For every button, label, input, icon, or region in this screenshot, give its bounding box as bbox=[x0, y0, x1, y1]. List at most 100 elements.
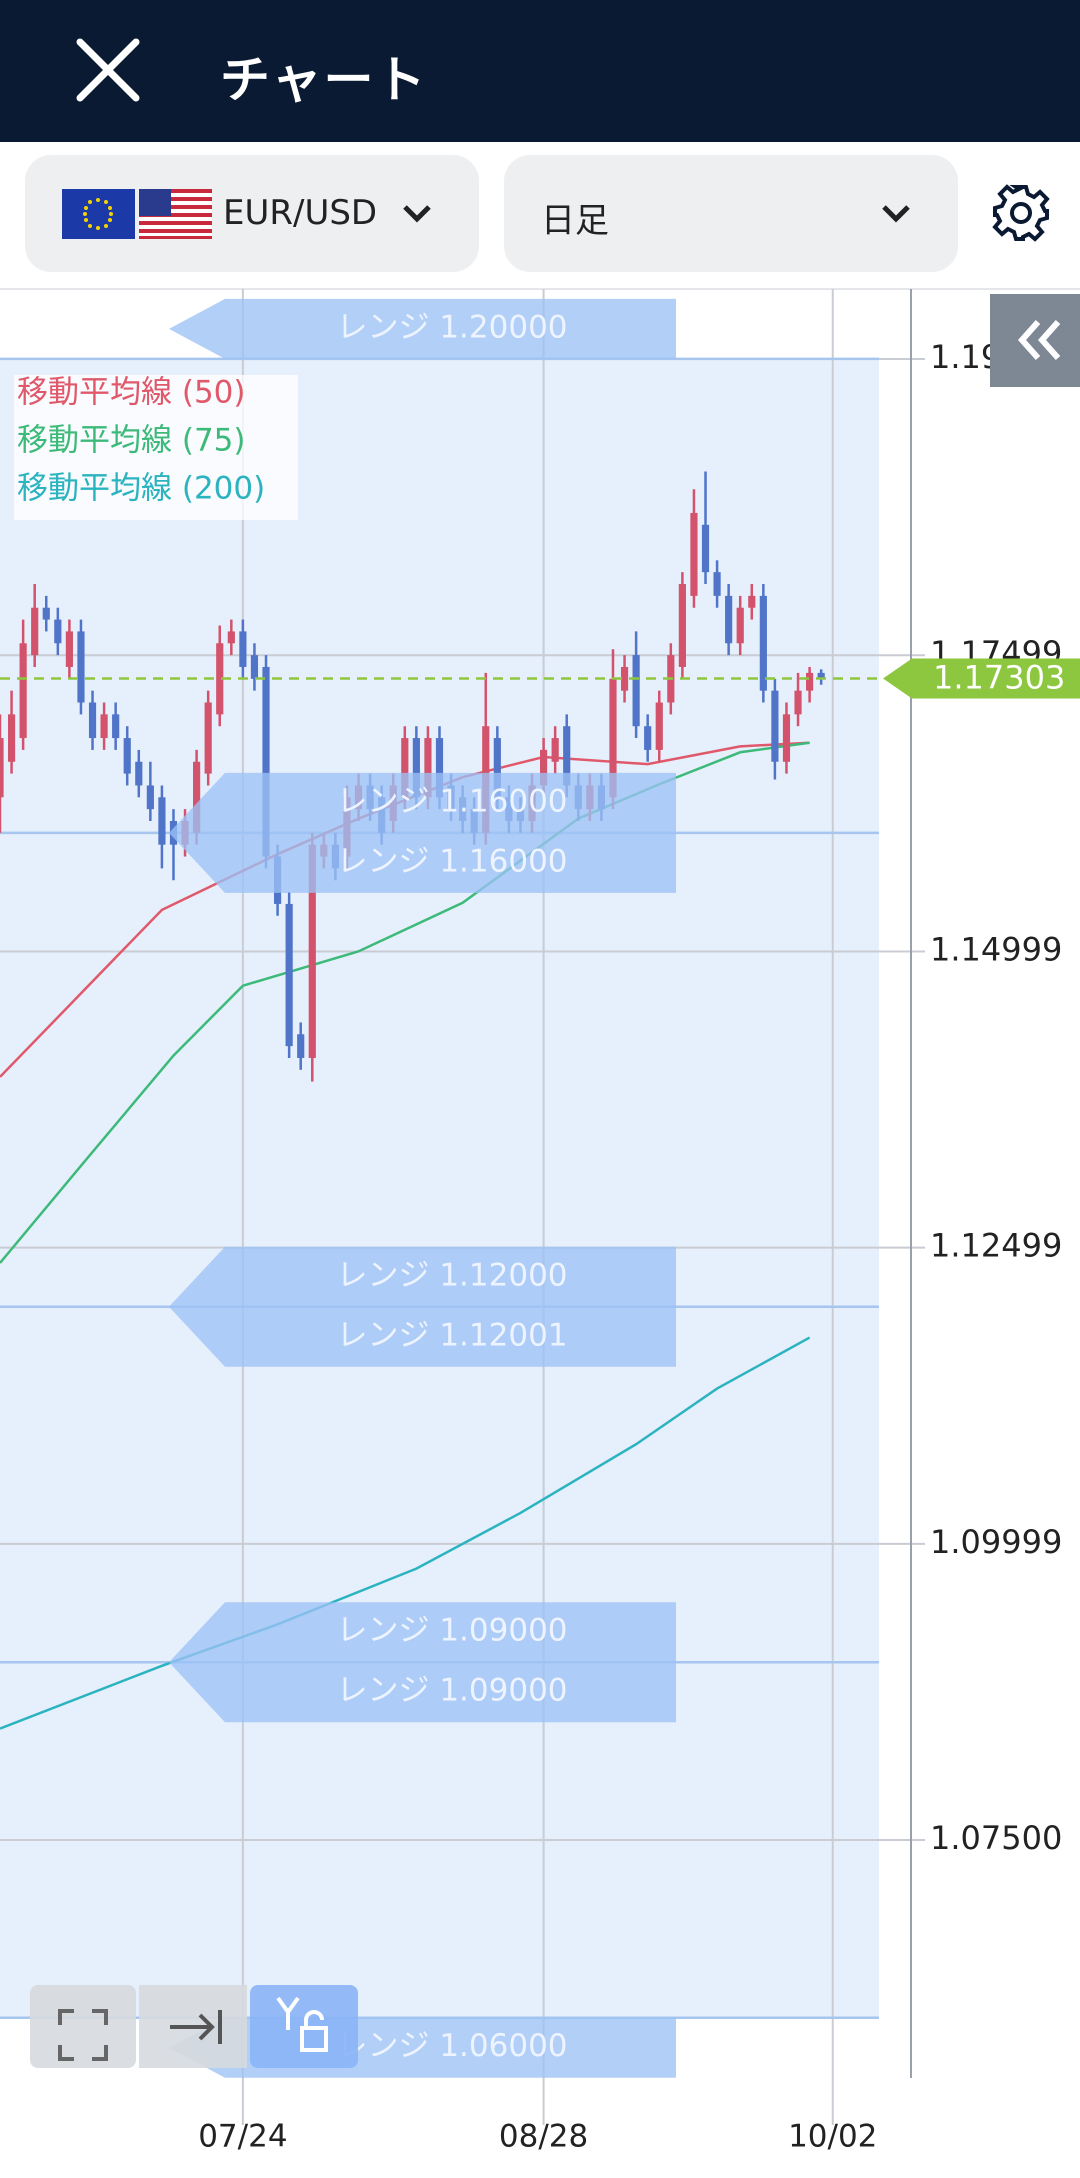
candle-body bbox=[42, 607, 50, 620]
candle-body bbox=[100, 714, 108, 739]
candle-body bbox=[782, 714, 791, 762]
candle-body bbox=[713, 572, 721, 596]
range-label: レンジ 1.20000 bbox=[336, 309, 567, 345]
timeframe-selector[interactable]: 日足 bbox=[504, 155, 958, 272]
candle-body bbox=[297, 1034, 305, 1058]
candle-body bbox=[540, 749, 548, 786]
candle-body bbox=[216, 643, 224, 715]
range-label: レンジ 1.16000 bbox=[336, 783, 567, 819]
range-label: レンジ 1.16000 bbox=[336, 843, 567, 879]
toolbar: EUR/USD 日足 bbox=[0, 142, 1080, 290]
candle-body bbox=[736, 607, 744, 644]
range-label: レンジ 1.06000 bbox=[336, 2028, 567, 2064]
header-bar: チャート bbox=[0, 0, 1080, 142]
candle-body bbox=[77, 631, 85, 703]
candle-body bbox=[204, 702, 212, 774]
candle-body bbox=[551, 738, 559, 762]
candle-body bbox=[250, 655, 259, 679]
candle-body bbox=[285, 903, 293, 1047]
candle-body bbox=[0, 738, 4, 798]
collapse-icon bbox=[1017, 320, 1041, 360]
candle-body bbox=[806, 672, 814, 691]
candle-body bbox=[135, 761, 143, 786]
candle-body bbox=[239, 631, 247, 667]
candle-body bbox=[701, 524, 710, 573]
candle-body bbox=[690, 512, 698, 596]
candle-body bbox=[193, 761, 201, 833]
range-label: レンジ 1.09000 bbox=[336, 1673, 567, 1709]
legend-entry: 移動平均線 (200) bbox=[17, 471, 265, 507]
dropdown-chevron bbox=[403, 205, 431, 223]
candle-body bbox=[609, 678, 617, 798]
legend-entry: 移動平均線 (75) bbox=[17, 423, 246, 459]
candle-body bbox=[88, 702, 97, 739]
candle-body bbox=[794, 690, 802, 715]
scroll-latest-icon bbox=[170, 2010, 222, 2044]
collapse-icon bbox=[1037, 320, 1061, 360]
x-tick-label: 10/02 bbox=[788, 2119, 877, 2155]
moving-average-line bbox=[0, 741, 810, 1264]
candle-body bbox=[563, 726, 571, 786]
range-label: レンジ 1.12001 bbox=[336, 1317, 567, 1353]
settings-button[interactable] bbox=[990, 142, 1052, 288]
range-label-box[interactable] bbox=[169, 1602, 676, 1723]
timeframe-label: 日足 bbox=[541, 201, 609, 241]
current-price-label: 1.17303 bbox=[933, 658, 1065, 696]
y-tick-label: 1.07500 bbox=[930, 1819, 1062, 1857]
range-label: レンジ 1.12000 bbox=[336, 1257, 567, 1293]
candle-body bbox=[817, 672, 825, 679]
y-tick-label: 1.12499 bbox=[930, 1227, 1062, 1265]
current-price-tag bbox=[883, 658, 1080, 699]
x-tick-label: 07/24 bbox=[198, 2119, 287, 2155]
candle-body bbox=[412, 738, 420, 798]
range-label-box[interactable] bbox=[169, 772, 676, 893]
fullscreen-button[interactable] bbox=[30, 1985, 136, 2068]
candle-body bbox=[759, 595, 767, 691]
candle-body bbox=[655, 702, 663, 750]
candle-body bbox=[54, 619, 62, 644]
y-tick-label: 1.09999 bbox=[930, 1523, 1062, 1561]
candle-body bbox=[725, 595, 733, 644]
candle-body bbox=[620, 666, 629, 691]
symbol-selector[interactable]: EUR/USD bbox=[25, 155, 479, 272]
candle-body bbox=[632, 655, 640, 727]
candle-body bbox=[678, 584, 686, 667]
y-tick-label: 1.14999 bbox=[930, 930, 1062, 968]
collapse-panel-button[interactable] bbox=[990, 294, 1080, 387]
candle-body bbox=[158, 797, 166, 845]
candle-body bbox=[123, 738, 131, 774]
dropdown-chevron bbox=[882, 205, 910, 223]
chart-tools bbox=[30, 1985, 358, 2068]
range-label-box[interactable] bbox=[169, 1246, 676, 1367]
close-button[interactable] bbox=[0, 0, 150, 142]
symbol-label: EUR/USD bbox=[223, 193, 378, 233]
range-label-box[interactable] bbox=[169, 298, 676, 359]
candle-body bbox=[19, 643, 27, 739]
range-zone bbox=[0, 358, 879, 2018]
candle-body bbox=[112, 714, 120, 739]
candle-body bbox=[227, 631, 235, 644]
range-label: レンジ 1.09000 bbox=[336, 1613, 567, 1649]
currency-flags bbox=[62, 189, 212, 239]
fullscreen-icon bbox=[58, 2009, 108, 2061]
candle-body bbox=[424, 738, 432, 798]
legend-box bbox=[14, 375, 298, 520]
legend-entry: 移動平均線 (50) bbox=[17, 375, 246, 411]
candle-body bbox=[748, 595, 756, 608]
y-lock-icon bbox=[276, 1996, 328, 2052]
candle-body bbox=[146, 785, 154, 810]
x-tick-label: 08/28 bbox=[499, 2119, 588, 2155]
screen-title: チャート bbox=[220, 51, 428, 109]
candle-body bbox=[65, 631, 73, 667]
candle-body bbox=[262, 666, 270, 857]
candle-body bbox=[308, 844, 316, 1058]
candle-body bbox=[493, 738, 501, 798]
candle-body bbox=[31, 607, 39, 656]
candle-body bbox=[771, 690, 779, 762]
candle-body bbox=[7, 714, 16, 762]
candle-body bbox=[644, 726, 652, 750]
candle-body bbox=[401, 738, 409, 798]
